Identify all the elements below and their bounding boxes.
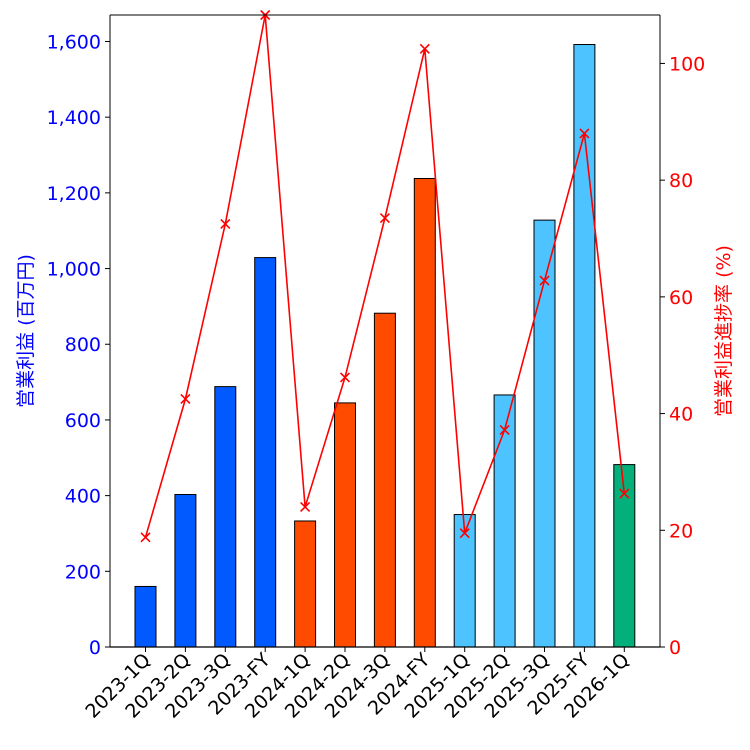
left-tick-label: 200 [65,561,101,583]
progress-marker-2023-3Q [220,218,231,229]
bar-2024-FY [413,177,436,648]
bar-2023-2Q [174,493,197,648]
progress-marker-2025-1Q [459,528,470,539]
bar-series [134,44,636,648]
left-tick-label: 0 [89,637,101,659]
left-tick-label: 1,400 [47,107,101,129]
progress-marker-2024-3Q [379,213,390,224]
progress-marker-2025-2Q [499,424,510,435]
left-tick-label: 400 [65,486,101,508]
bar-2023-FY [254,257,277,648]
bar-2023-1Q [134,585,157,648]
bar-2025-1Q [453,514,476,648]
left-tick-label: 1,200 [47,183,101,205]
progress-marker-2023-2Q [180,393,191,405]
bar-2024-1Q [294,520,317,648]
right-tick-label: 40 [669,404,693,426]
progress-marker-2023-1Q [140,532,151,543]
left-tick-label: 600 [65,410,101,432]
right-tick-label: 0 [669,637,681,659]
right-tick-label: 60 [669,287,693,309]
progress-marker-2024-FY [419,43,430,54]
right-tick-label: 80 [669,170,693,192]
right-tick-label: 100 [669,53,705,75]
left-tick-label: 1,600 [47,31,101,53]
right-tick-label: 20 [669,520,693,542]
bar-2024-3Q [373,312,396,648]
bar-2023-3Q [214,386,237,648]
progress-marker-2026-1Q [619,488,630,499]
progress-marker-2025-3Q [539,275,550,286]
left-tick-label: 800 [65,334,101,356]
progress-marker-2024-2Q [339,372,351,383]
bar-2025-2Q [493,394,516,648]
bar-2025-3Q [533,219,556,648]
progress-marker-2024-1Q [300,501,311,513]
y-axis-label-left: 営業利益 (百万円) [15,254,37,408]
progress-marker-2025-FY [579,128,590,139]
bar-2024-2Q [334,402,356,648]
left-tick-label: 1,000 [47,259,101,281]
y-axis-label-right: 営業利益進捗率 (%) [713,245,735,417]
